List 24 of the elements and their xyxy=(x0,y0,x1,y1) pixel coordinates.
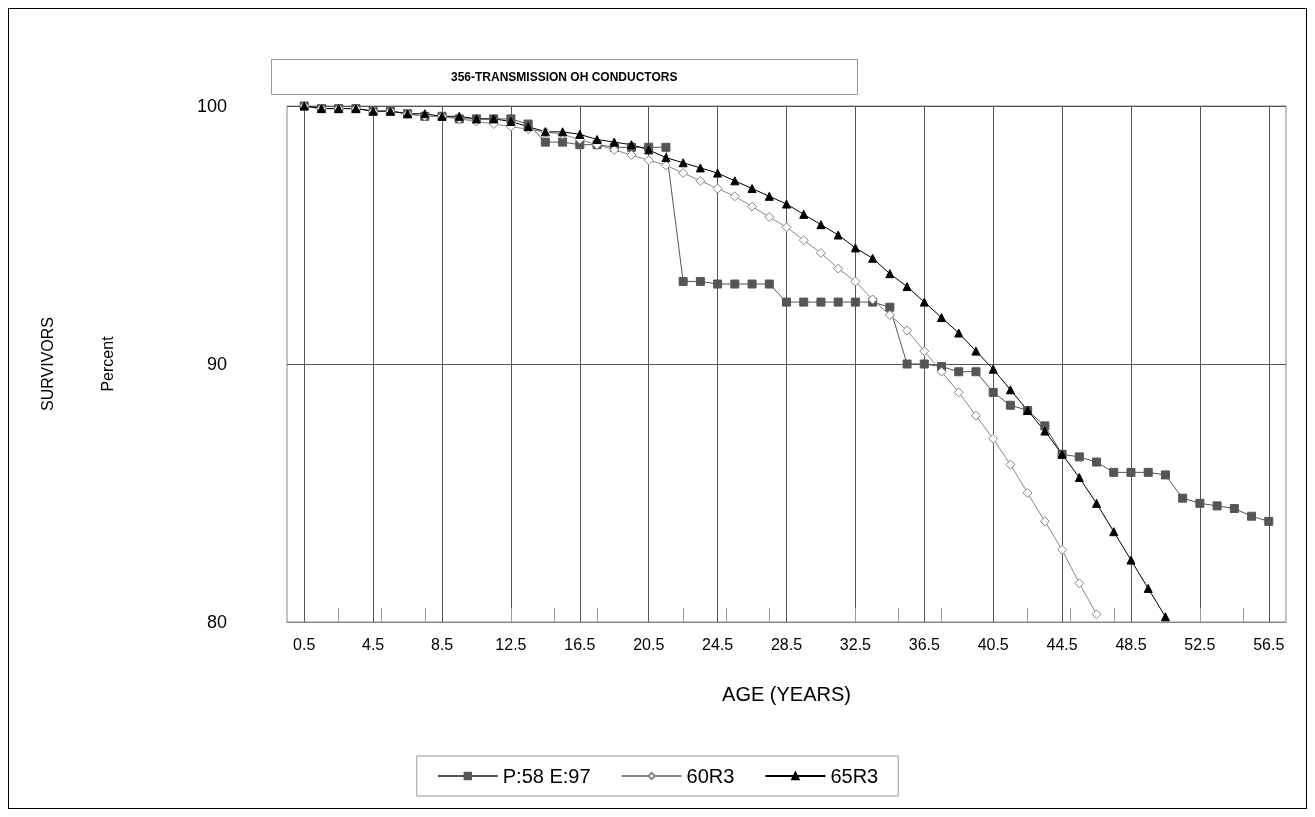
legend-label: 60R3 xyxy=(686,765,735,787)
x-tick-label: 8.5 xyxy=(430,635,454,653)
x-tick-label: 40.5 xyxy=(977,635,1009,653)
x-tick-label: 28.5 xyxy=(770,635,803,653)
x-tick-label: 24.5 xyxy=(702,635,734,653)
y-tick-label: 80 xyxy=(206,612,227,632)
x-tick-label: 32.5 xyxy=(839,635,872,653)
x-tick-label: 16.5 xyxy=(564,635,596,653)
y-tick-label: 100 xyxy=(196,96,227,116)
x-tick-label: 36.5 xyxy=(908,635,940,653)
text: SURVIVORS Percent xyxy=(38,317,116,411)
chart-title: 356-TRANSMISSION OH CONDUCTORS xyxy=(451,70,678,84)
x-tick-label: 4.5 xyxy=(362,635,385,653)
x-tick-label: 56.5 xyxy=(1253,635,1285,653)
legend-label: P:58 E:97 xyxy=(502,765,591,787)
x-tick-label: 20.5 xyxy=(633,635,665,653)
x-tick-label: 0.5 xyxy=(293,635,316,653)
legend-label: 65R3 xyxy=(830,765,879,787)
x-tick-label: 12.5 xyxy=(495,635,527,653)
x-tick-label: 52.5 xyxy=(1184,635,1216,653)
x-tick-label: 44.5 xyxy=(1046,635,1078,653)
x-axis-title: AGE (YEARS) xyxy=(722,683,851,705)
y-tick-label: 90 xyxy=(206,354,227,374)
x-tick-label: 48.5 xyxy=(1115,635,1147,653)
